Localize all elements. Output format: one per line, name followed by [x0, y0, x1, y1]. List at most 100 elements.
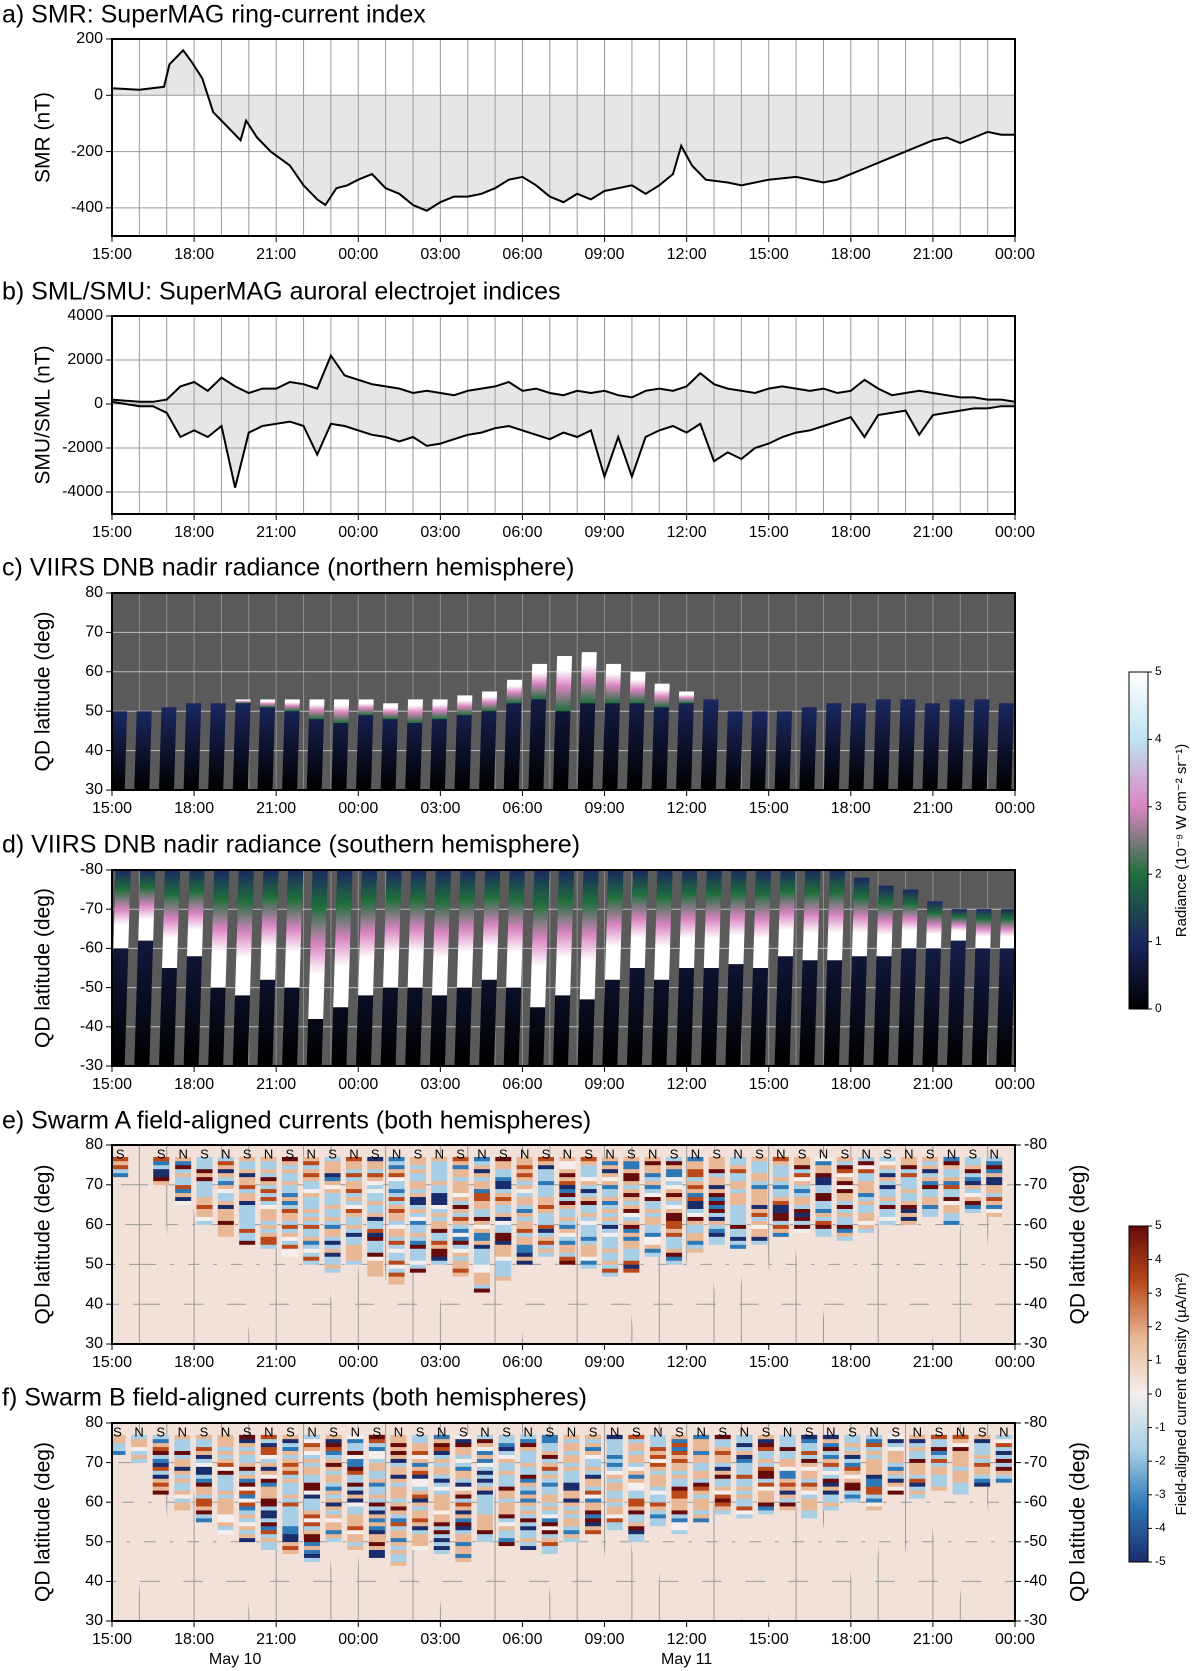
fac-band: [239, 1494, 256, 1499]
fac-band: [412, 1466, 429, 1471]
pass-label: S: [840, 1146, 849, 1161]
fac-band: [433, 1486, 450, 1491]
fac-band: [801, 1498, 818, 1503]
fac-band: [195, 1462, 212, 1467]
fac-band: [217, 1529, 234, 1535]
fac-band: [801, 1462, 818, 1467]
fac-band: [367, 1200, 384, 1205]
fac-band: [866, 1434, 883, 1440]
fac-band: [858, 1176, 875, 1182]
fac-band: [520, 1522, 537, 1527]
fac-band: [801, 1450, 818, 1455]
fac-band: [794, 1180, 811, 1186]
pass-swath: [143, 1423, 178, 1621]
fac-band: [541, 1545, 558, 1551]
fac-band: [836, 1196, 853, 1202]
fac-band: [909, 1466, 926, 1471]
fac-band: [367, 1172, 384, 1178]
fac-band: [757, 1470, 774, 1475]
fac-band: [644, 1216, 661, 1221]
fac-band: [303, 1248, 320, 1253]
fac-band: [606, 1466, 623, 1471]
fac-band: [390, 1537, 407, 1543]
fac-band: [986, 1180, 1003, 1186]
fac-band: [541, 1454, 558, 1459]
fac-band: [541, 1466, 558, 1471]
fac-band: [844, 1454, 861, 1459]
pass-label: S: [499, 1146, 508, 1161]
fac-band: [174, 1450, 191, 1455]
fac-band: [345, 1244, 362, 1249]
fac-band: [367, 1256, 384, 1261]
y-tick-label: -80: [80, 861, 103, 878]
fac-band: [282, 1541, 299, 1547]
fac-band: [559, 1196, 576, 1202]
fac-band: [455, 1514, 472, 1519]
fac-band: [455, 1522, 472, 1527]
fac-band: [836, 1200, 853, 1205]
fac-band: [282, 1549, 299, 1554]
fac-band: [815, 1208, 832, 1213]
fac-band: [260, 1541, 277, 1547]
fac-band: [239, 1216, 256, 1221]
fac-band: [452, 1244, 469, 1249]
fac-band: [794, 1156, 811, 1162]
fac-band: [602, 1180, 619, 1186]
fac-band: [644, 1240, 661, 1245]
fac-band: [879, 1156, 896, 1162]
fac-band: [520, 1478, 537, 1483]
aurora-band: [432, 699, 448, 720]
fac-band: [409, 1160, 426, 1166]
fac-band: [239, 1446, 256, 1452]
fac-band: [390, 1557, 407, 1562]
fac-band: [822, 1470, 839, 1475]
fac-band: [388, 1156, 405, 1162]
fac-band: [368, 1502, 385, 1507]
pass-label: N: [913, 1424, 922, 1439]
aurora-band: [901, 889, 919, 949]
fac-band: [455, 1518, 472, 1523]
fac-band: [628, 1450, 645, 1455]
fac-band: [974, 1442, 991, 1448]
fac-band: [324, 1224, 341, 1229]
fac-band: [195, 1446, 212, 1452]
fac-band: [303, 1164, 320, 1170]
fac-band: [858, 1204, 875, 1209]
fac-band: [687, 1232, 704, 1237]
aurora-band: [113, 870, 131, 949]
fac-band: [498, 1466, 515, 1471]
fac-band: [282, 1498, 299, 1503]
x-tick-label: 15:00: [749, 800, 789, 817]
pass-label: N: [861, 1146, 870, 1161]
fac-band: [473, 1160, 490, 1166]
fac-band: [909, 1442, 926, 1448]
fac-band: [708, 1168, 725, 1174]
fac-band: [412, 1442, 429, 1448]
fac-band: [751, 1220, 768, 1225]
fac-band: [217, 1494, 234, 1499]
pass-label: N: [653, 1424, 662, 1439]
fac-band: [687, 1160, 704, 1166]
fac-band: [368, 1498, 385, 1503]
fac-band: [390, 1553, 407, 1558]
fac-band: [476, 1510, 493, 1515]
fac-band: [580, 1164, 597, 1170]
fac-band: [281, 1200, 298, 1205]
fac-band: [347, 1434, 364, 1440]
fac-band: [623, 1176, 640, 1182]
fac-band: [345, 1168, 362, 1174]
fac-band: [195, 1514, 212, 1519]
pass-label: S: [926, 1146, 935, 1161]
fac-band: [325, 1434, 342, 1440]
fac-band: [282, 1470, 299, 1475]
fac-band: [495, 1244, 512, 1249]
fac-band: [757, 1506, 774, 1511]
fac-band: [455, 1474, 472, 1479]
fac-band: [900, 1180, 917, 1186]
fac-band: [516, 1192, 533, 1198]
fac-band: [628, 1506, 645, 1511]
fac-band: [794, 1160, 811, 1166]
fac-band: [602, 1216, 619, 1221]
fac-band: [644, 1220, 661, 1225]
fac-band: [368, 1482, 385, 1487]
